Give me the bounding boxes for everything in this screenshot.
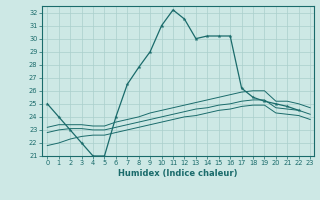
X-axis label: Humidex (Indice chaleur): Humidex (Indice chaleur) bbox=[118, 169, 237, 178]
